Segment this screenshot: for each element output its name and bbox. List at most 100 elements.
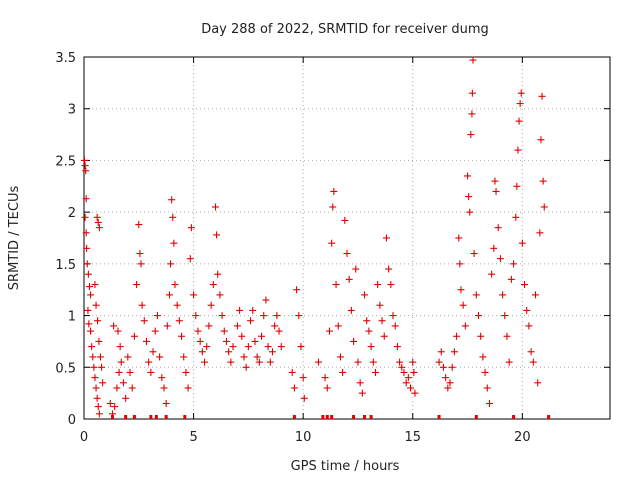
- data-point: [369, 358, 377, 366]
- data-point: [93, 213, 101, 221]
- data-point: [266, 358, 274, 366]
- data-point: [260, 312, 268, 320]
- data-point: [89, 353, 97, 361]
- x-tick-label: 10: [295, 430, 312, 445]
- data-point: [229, 343, 237, 351]
- data-point: [85, 320, 93, 328]
- data-point: [376, 301, 384, 309]
- data-point: [488, 270, 496, 278]
- data-point: [163, 322, 171, 330]
- data-point: [84, 306, 92, 314]
- data-point: [356, 379, 364, 387]
- data-point: [501, 312, 509, 320]
- data-point: [178, 332, 186, 340]
- data-point: [160, 384, 168, 392]
- data-point: [363, 317, 371, 325]
- data-point: [531, 291, 539, 299]
- data-point: [350, 337, 358, 345]
- data-point: [288, 368, 296, 376]
- data-point: [162, 399, 170, 407]
- data-point: [147, 368, 155, 376]
- data-point: [110, 322, 118, 330]
- data-point: [168, 196, 176, 204]
- data-point: [82, 195, 90, 203]
- data-point: [330, 187, 338, 195]
- x-tick-label: 15: [404, 430, 421, 445]
- data-point: [481, 368, 489, 376]
- data-point: [464, 172, 472, 180]
- data-point: [180, 353, 188, 361]
- data-point: [516, 100, 524, 108]
- data-point: [186, 255, 194, 263]
- data-point: [496, 255, 504, 263]
- y-tick-label: 2.5: [55, 154, 76, 169]
- data-point: [135, 221, 143, 229]
- data-point: [491, 177, 499, 185]
- data-point: [240, 353, 248, 361]
- data-point: [182, 368, 190, 376]
- data-point: [81, 162, 89, 170]
- data-point: [94, 218, 102, 226]
- data-point: [96, 353, 104, 361]
- data-point: [81, 213, 89, 221]
- data-point: [465, 193, 473, 201]
- data-point: [233, 322, 241, 330]
- y-tick-label: 3: [68, 103, 76, 118]
- data-point: [477, 332, 485, 340]
- data-point: [490, 244, 498, 252]
- data-point: [411, 389, 419, 397]
- data-point: [448, 363, 456, 371]
- data-point: [437, 348, 445, 356]
- data-point: [400, 368, 408, 376]
- data-point: [459, 301, 467, 309]
- data-point: [361, 291, 369, 299]
- data-point: [216, 291, 224, 299]
- data-point: [273, 312, 281, 320]
- data-point: [91, 281, 99, 289]
- data-point: [175, 317, 183, 325]
- data-point: [329, 203, 337, 211]
- data-point: [494, 224, 502, 232]
- data-point: [300, 394, 308, 402]
- data-point: [209, 281, 217, 289]
- data-point: [468, 89, 476, 97]
- data-point: [378, 317, 386, 325]
- data-point: [354, 358, 362, 366]
- data-point: [503, 332, 511, 340]
- data-point: [156, 353, 164, 361]
- data-point: [343, 250, 351, 258]
- data-point: [387, 281, 395, 289]
- y-tick-label: 1: [68, 310, 76, 325]
- data-point: [117, 358, 125, 366]
- data-point: [435, 358, 443, 366]
- data-point: [255, 358, 263, 366]
- data-point: [479, 353, 487, 361]
- data-point: [334, 322, 342, 330]
- data-point: [205, 322, 213, 330]
- data-point: [99, 379, 107, 387]
- data-point: [396, 358, 404, 366]
- data-point: [268, 348, 276, 356]
- data-point: [517, 89, 525, 97]
- plot-frame: [83, 56, 611, 420]
- data-point: [295, 312, 303, 320]
- data-point: [271, 322, 279, 330]
- data-point: [538, 92, 546, 100]
- data-point: [461, 322, 469, 330]
- data-point: [92, 301, 100, 309]
- y-tick-label: 2: [68, 206, 76, 221]
- data-point: [442, 374, 450, 382]
- data-point: [466, 208, 474, 216]
- data-point: [145, 358, 153, 366]
- chart-title: Day 288 of 2022, SRMTID for receiver dum…: [201, 22, 489, 37]
- data-point: [512, 213, 520, 221]
- data-point: [444, 384, 452, 392]
- data-point: [220, 327, 228, 335]
- data-point: [170, 239, 178, 247]
- data-point: [242, 363, 250, 371]
- data-point: [116, 343, 124, 351]
- data-point: [88, 343, 96, 351]
- data-point: [247, 317, 255, 325]
- data-point: [470, 250, 478, 258]
